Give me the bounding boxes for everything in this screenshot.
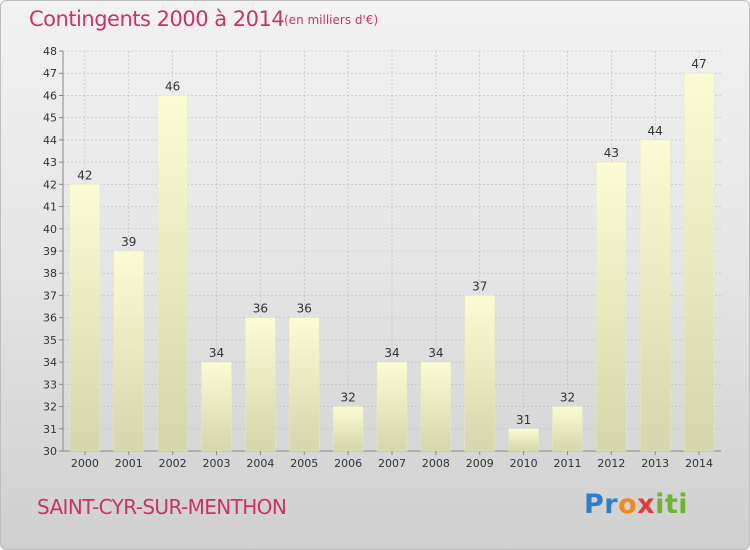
bar-2009 bbox=[464, 295, 495, 452]
x-tick-label-2007: 2007 bbox=[378, 457, 406, 470]
y-tick-label: 44 bbox=[43, 134, 57, 147]
data-label-2013: 44 bbox=[648, 124, 663, 138]
data-label-2006: 32 bbox=[340, 391, 355, 405]
data-label-2005: 36 bbox=[297, 302, 312, 316]
data-label-2010: 31 bbox=[516, 413, 531, 427]
x-tick-label-2006: 2006 bbox=[334, 457, 362, 470]
chart-subtitle: (en milliers d'€) bbox=[284, 13, 379, 27]
x-tick-label-2000: 2000 bbox=[71, 457, 99, 470]
bar-2007 bbox=[376, 361, 408, 452]
data-label-2000: 42 bbox=[77, 168, 92, 182]
bar-2013 bbox=[639, 139, 671, 452]
x-tick-label-2001: 2001 bbox=[115, 457, 143, 470]
data-label-2003: 34 bbox=[209, 346, 224, 360]
bar-2008 bbox=[420, 361, 452, 452]
x-tick-label-2005: 2005 bbox=[290, 457, 318, 470]
x-tick-label-2014: 2014 bbox=[685, 457, 713, 470]
bar-2004 bbox=[245, 317, 276, 452]
proxiti-logo[interactable]: Proxiti bbox=[584, 489, 689, 520]
bar-2011 bbox=[552, 406, 583, 452]
y-tick-label: 30 bbox=[43, 445, 57, 458]
x-tick-label-2004: 2004 bbox=[246, 457, 274, 470]
x-tick-label-2012: 2012 bbox=[597, 457, 625, 470]
y-tick-label: 36 bbox=[43, 312, 57, 325]
y-tick-label: 46 bbox=[43, 89, 57, 102]
bar-2003 bbox=[201, 361, 232, 452]
y-tick-label: 39 bbox=[43, 245, 57, 258]
y-tick-label: 32 bbox=[43, 401, 57, 414]
chart-title: Contingents 2000 à 2014 bbox=[29, 7, 285, 31]
y-tick-label: 40 bbox=[43, 223, 57, 236]
x-tick-label-2002: 2002 bbox=[159, 457, 187, 470]
y-tick-label: 35 bbox=[43, 334, 57, 347]
bar-2006 bbox=[332, 406, 364, 452]
x-tick-label-2009: 2009 bbox=[466, 457, 494, 470]
bar-2010 bbox=[508, 428, 539, 452]
bar-2000 bbox=[69, 184, 101, 452]
x-tick-label-2011: 2011 bbox=[553, 457, 581, 470]
bars bbox=[69, 72, 715, 452]
axes: 30 31 32 33 34 35 36 37 38 39 40 41 42 43 44 45 46 47 48 bbox=[43, 45, 721, 458]
y-tick-label: 37 bbox=[43, 289, 57, 302]
labels: 42 2000 39 2001 46 2002 34 2003 36 2004 36 2005 32 20… bbox=[71, 57, 713, 470]
y-tick-label: 43 bbox=[43, 156, 57, 169]
bar-2014 bbox=[683, 72, 715, 452]
data-label-2014: 47 bbox=[691, 57, 706, 71]
y-tick-label: 47 bbox=[43, 67, 57, 80]
bar-2001 bbox=[113, 250, 145, 452]
x-tick-label-2008: 2008 bbox=[422, 457, 450, 470]
x-tick-label-2003: 2003 bbox=[203, 457, 231, 470]
commune-name: SAINT-CYR-SUR-MENTHON bbox=[37, 495, 287, 519]
y-tick-label: 48 bbox=[43, 45, 57, 58]
data-label-2002: 46 bbox=[165, 79, 180, 93]
x-tick-label-2013: 2013 bbox=[641, 457, 669, 470]
data-label-2012: 43 bbox=[604, 146, 619, 160]
data-label-2011: 32 bbox=[560, 391, 575, 405]
bar-2005 bbox=[289, 317, 320, 452]
y-tick-label: 45 bbox=[43, 112, 57, 125]
data-label-2007: 34 bbox=[384, 346, 399, 360]
y-tick-label: 42 bbox=[43, 178, 57, 191]
y-tick-label: 41 bbox=[43, 201, 57, 214]
y-tick-label: 33 bbox=[43, 378, 57, 391]
bar-2002 bbox=[157, 95, 188, 452]
y-tick-label: 31 bbox=[43, 423, 57, 436]
data-label-2001: 39 bbox=[121, 235, 136, 249]
data-label-2004: 36 bbox=[253, 302, 268, 316]
y-tick-label: 34 bbox=[43, 356, 57, 369]
x-tick-label-2010: 2010 bbox=[510, 457, 538, 470]
y-tick-label: 38 bbox=[43, 267, 57, 280]
bar-2012 bbox=[596, 161, 627, 452]
data-label-2008: 34 bbox=[428, 346, 443, 360]
data-label-2009: 37 bbox=[472, 279, 487, 293]
